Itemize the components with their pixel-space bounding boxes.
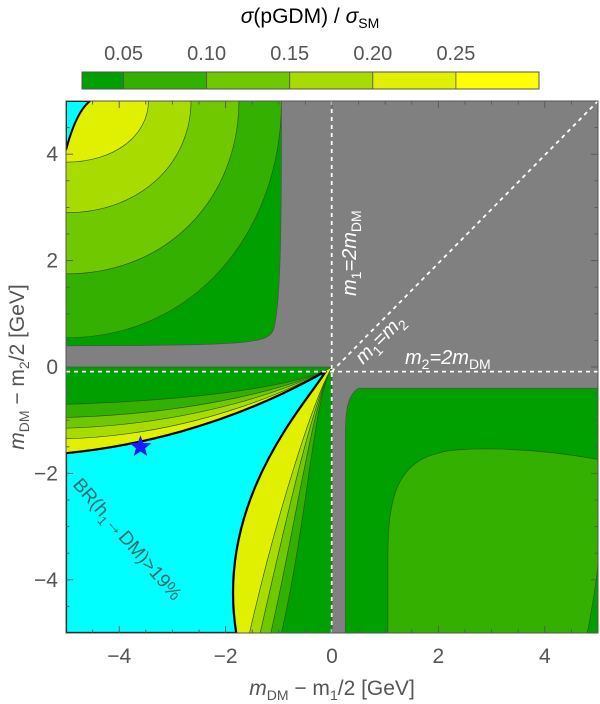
- colorbar-segment: [81, 71, 124, 90]
- x-tick-label: 4: [539, 645, 551, 668]
- x-tick-label: −4: [107, 645, 131, 668]
- colorbar-segment: [289, 71, 374, 90]
- colorbar-tick-label: 0.25: [436, 43, 475, 65]
- label-m1-eq-2mdm: m1=2mDM: [339, 210, 364, 296]
- label-m2-eq-2mdm: m2=2mDM: [405, 347, 491, 372]
- colorbar-segment: [372, 71, 457, 90]
- x-axis-label: mDM − m1/2 [GeV]: [249, 677, 415, 703]
- x-axis: −4 −2 0 2 4: [65, 101, 599, 668]
- colorbar-tick-label: 0.15: [270, 43, 309, 65]
- colorbar-tick-label: 0.05: [104, 43, 143, 65]
- guide-lines: [66, 100, 599, 633]
- contour-band: [387, 448, 598, 633]
- y-axis: −4 −2 0 2 4: [34, 100, 598, 634]
- colorbar: 0.05 0.10 0.15 0.20 0.25: [81, 43, 540, 90]
- colorbar-tick-label: 0.20: [353, 43, 392, 65]
- colorbar-segment: [206, 71, 291, 90]
- y-axis-label: mDM − m2/2 [GeV]: [6, 284, 32, 450]
- colorbar-segment: [455, 71, 540, 90]
- y-tick-label: −2: [34, 462, 58, 485]
- colorbar-title: σ(pGDM) / σSM: [241, 5, 380, 31]
- contour-band: [66, 101, 149, 163]
- benchmark-point-star: [129, 435, 152, 457]
- upper-left-contours: [66, 101, 282, 339]
- lower-right-contours: [387, 448, 598, 633]
- y-tick-label: 0: [46, 356, 58, 379]
- x-tick-label: 2: [433, 645, 445, 668]
- y-tick-label: 2: [46, 250, 58, 273]
- colorbar-tick-label: 0.10: [187, 43, 226, 65]
- colorbar-segment: [123, 71, 208, 90]
- y-tick-label: 4: [46, 143, 58, 166]
- y-tick-label: −4: [34, 569, 58, 592]
- x-tick-label: −2: [214, 645, 238, 668]
- x-tick-label: 0: [326, 645, 338, 668]
